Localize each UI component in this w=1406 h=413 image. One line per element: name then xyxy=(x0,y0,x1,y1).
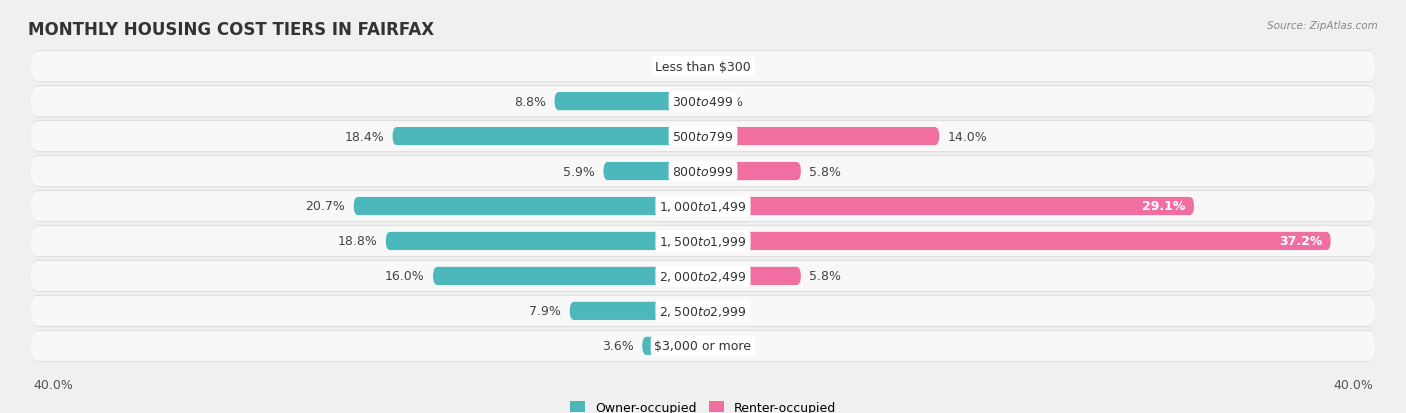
Text: 7.9%: 7.9% xyxy=(530,305,561,318)
Text: 0.0%: 0.0% xyxy=(711,339,744,352)
FancyBboxPatch shape xyxy=(31,87,1375,117)
FancyBboxPatch shape xyxy=(703,232,1330,250)
Text: $2,500 to $2,999: $2,500 to $2,999 xyxy=(659,304,747,318)
FancyBboxPatch shape xyxy=(554,93,703,111)
Text: 0.0%: 0.0% xyxy=(662,61,695,74)
FancyBboxPatch shape xyxy=(703,128,939,146)
FancyBboxPatch shape xyxy=(31,260,1375,292)
Text: 16.0%: 16.0% xyxy=(385,270,425,283)
Text: $800 to $999: $800 to $999 xyxy=(672,165,734,178)
FancyBboxPatch shape xyxy=(31,296,1375,326)
FancyBboxPatch shape xyxy=(354,197,703,216)
Text: Source: ZipAtlas.com: Source: ZipAtlas.com xyxy=(1267,21,1378,31)
FancyBboxPatch shape xyxy=(643,337,703,355)
Text: 37.2%: 37.2% xyxy=(1279,235,1322,248)
Text: 20.7%: 20.7% xyxy=(305,200,346,213)
FancyBboxPatch shape xyxy=(703,267,801,285)
Text: 18.8%: 18.8% xyxy=(337,235,377,248)
FancyBboxPatch shape xyxy=(433,267,703,285)
FancyBboxPatch shape xyxy=(31,121,1375,153)
FancyBboxPatch shape xyxy=(31,86,1375,118)
Text: 29.1%: 29.1% xyxy=(1142,200,1185,213)
Text: MONTHLY HOUSING COST TIERS IN FAIRFAX: MONTHLY HOUSING COST TIERS IN FAIRFAX xyxy=(28,21,434,38)
FancyBboxPatch shape xyxy=(31,261,1375,291)
FancyBboxPatch shape xyxy=(31,331,1375,361)
Text: 0.0%: 0.0% xyxy=(711,305,744,318)
Text: 0.0%: 0.0% xyxy=(711,61,744,74)
Text: $2,000 to $2,499: $2,000 to $2,499 xyxy=(659,269,747,283)
FancyBboxPatch shape xyxy=(385,232,703,250)
Text: 3.6%: 3.6% xyxy=(602,339,634,352)
Text: $1,500 to $1,999: $1,500 to $1,999 xyxy=(659,235,747,248)
Text: Less than $300: Less than $300 xyxy=(655,61,751,74)
FancyBboxPatch shape xyxy=(31,295,1375,327)
FancyBboxPatch shape xyxy=(31,192,1375,221)
Text: 18.4%: 18.4% xyxy=(344,130,384,143)
Legend: Owner-occupied, Renter-occupied: Owner-occupied, Renter-occupied xyxy=(569,401,837,413)
FancyBboxPatch shape xyxy=(31,225,1375,257)
FancyBboxPatch shape xyxy=(31,156,1375,188)
Text: $500 to $799: $500 to $799 xyxy=(672,130,734,143)
Text: 40.0%: 40.0% xyxy=(1333,378,1372,391)
Text: 8.8%: 8.8% xyxy=(515,95,546,108)
Text: $300 to $499: $300 to $499 xyxy=(672,95,734,108)
Text: 40.0%: 40.0% xyxy=(34,378,73,391)
Text: 5.8%: 5.8% xyxy=(810,270,841,283)
Text: 0.0%: 0.0% xyxy=(711,95,744,108)
FancyBboxPatch shape xyxy=(31,190,1375,223)
FancyBboxPatch shape xyxy=(31,52,1375,82)
FancyBboxPatch shape xyxy=(392,128,703,146)
Text: $1,000 to $1,499: $1,000 to $1,499 xyxy=(659,199,747,214)
FancyBboxPatch shape xyxy=(31,122,1375,152)
FancyBboxPatch shape xyxy=(703,163,801,181)
Text: 5.9%: 5.9% xyxy=(564,165,595,178)
FancyBboxPatch shape xyxy=(31,51,1375,83)
FancyBboxPatch shape xyxy=(31,157,1375,187)
Text: $3,000 or more: $3,000 or more xyxy=(655,339,751,352)
Text: 5.8%: 5.8% xyxy=(810,165,841,178)
FancyBboxPatch shape xyxy=(31,330,1375,362)
FancyBboxPatch shape xyxy=(603,163,703,181)
FancyBboxPatch shape xyxy=(569,302,703,320)
Text: 14.0%: 14.0% xyxy=(948,130,987,143)
FancyBboxPatch shape xyxy=(31,226,1375,256)
FancyBboxPatch shape xyxy=(703,197,1194,216)
